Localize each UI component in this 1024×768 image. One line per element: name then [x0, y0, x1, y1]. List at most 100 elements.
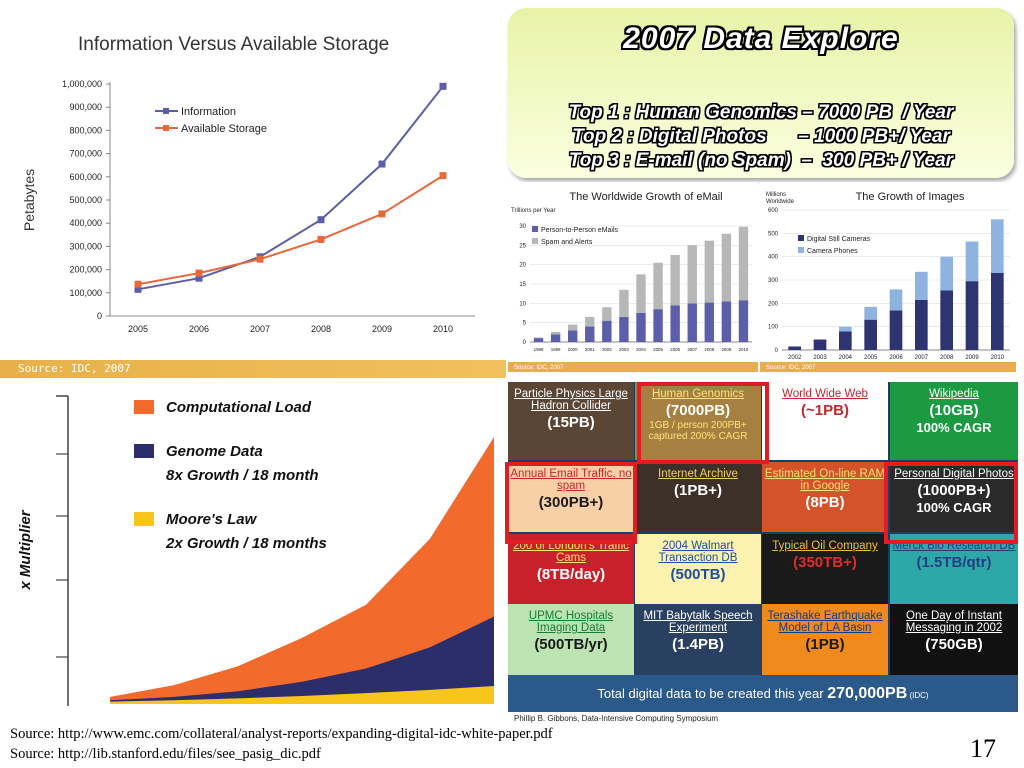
bar-segment: [670, 255, 680, 306]
y-tick-label: 600: [768, 208, 779, 214]
area-moore-s-law: [110, 686, 494, 704]
bar-segment: [864, 306, 877, 320]
tile-label: Human Genomics: [651, 388, 745, 400]
legend-swatch: [134, 512, 154, 526]
data-point: [439, 82, 447, 90]
legend-swatch: [134, 400, 154, 414]
idc-source-label: Source: IDC, 2007: [18, 362, 131, 375]
data-point: [256, 255, 264, 263]
bar-segment: [788, 346, 801, 350]
attribution: Phillip B. Gibbons, Data-Intensive Compu…: [514, 714, 719, 723]
x-tick-label: 2004: [839, 355, 853, 361]
total-digital-data-bar: Total digital data to be created this ye…: [508, 675, 1018, 712]
tile-typical-oil-company: Typical Oil Company (350TB+): [762, 534, 888, 604]
data-explore-panel: 2007 Data Explore Top 1 : Human Genomics…: [508, 8, 1014, 178]
series-line-information: [137, 85, 444, 291]
highlight-personal-photos: [884, 462, 1018, 544]
y-tick-label: 400: [768, 255, 779, 261]
y-axis-label: Millions: [766, 192, 786, 198]
bar-segment: [991, 219, 1004, 273]
bar-segment: [619, 289, 629, 317]
y-axis-label: Trillions per Year: [511, 208, 555, 214]
x-tick-label: 2003: [813, 355, 827, 361]
tile-merck-bio-research-db: Merck Bio Research DB (1.5TB/qtr): [890, 534, 1018, 604]
y-tick-label: 0: [523, 340, 527, 346]
x-tick-label: 2008: [940, 355, 954, 361]
explore-line-3: Top 3 : E-mail (no Spam) – 300 PB+ / Yea…: [568, 150, 954, 171]
tile-value: (15PB): [547, 414, 595, 431]
chart-title: The Worldwide Growth of eMail: [569, 191, 722, 203]
tile-value: (~1PB): [801, 402, 849, 419]
info-vs-storage-chart: Information Versus Available Storage Pet…: [21, 34, 475, 334]
legend-swatch: [798, 247, 804, 253]
tile-value: (8PB): [805, 494, 845, 511]
tile-label: Estimated On-line RAM in Google: [764, 468, 886, 492]
y-tick-label: 100,000: [69, 288, 102, 298]
tile-value: (750GB): [925, 636, 983, 653]
data-point: [317, 235, 325, 243]
tile-label: Wikipedia: [929, 388, 979, 400]
bar-segment: [602, 307, 612, 321]
total-prefix: Total digital data to be created this ye…: [597, 686, 828, 701]
source-line-2: Source: http://lib.stanford.edu/files/se…: [10, 746, 321, 762]
legend-sublabel: 2x Growth / 18 months: [165, 535, 327, 552]
x-tick-label: 2008: [311, 324, 331, 334]
y-axis-label: Petabytes: [21, 169, 37, 231]
legend-label: Camera Phones: [807, 248, 858, 255]
data-point: [195, 269, 203, 277]
tile-value: (500TB): [670, 566, 726, 583]
tile-value: (1PB+): [674, 482, 722, 499]
data-point: [378, 160, 386, 168]
bar-segment: [619, 316, 629, 342]
data-point: [439, 172, 447, 180]
legend-swatch: [134, 444, 154, 458]
x-tick-label: 2009: [372, 324, 392, 334]
bar-segment: [738, 226, 749, 301]
tile-value: (10GB): [929, 402, 979, 419]
chart-background: [508, 182, 758, 372]
tile-2004-walmart-transaction-db: 2004 Walmart Transaction DB (500TB): [635, 534, 761, 604]
y-tick-label: 200,000: [69, 265, 102, 275]
explore-line-1: Top 1 : Human Genomics – 7000 PB / Year: [568, 102, 954, 123]
bar-segment: [965, 241, 979, 282]
bar-segment: [533, 337, 544, 339]
bar-segment: [567, 324, 578, 331]
tile-200-of-london-s-traffic-cams: 200 of London's Traffic Cams (8TB/day): [508, 534, 634, 604]
y-tick-label: 800,000: [69, 125, 102, 135]
x-tick-label: 2007: [250, 324, 270, 334]
source-label: Source: IDC, 2007: [514, 365, 564, 371]
x-tick-label: 2005: [653, 347, 663, 352]
bar-segment: [687, 245, 697, 304]
data-point: [378, 210, 386, 218]
tile-particle-physics-large-hadron-collider: Particle Physics Large Hadron Collider (1…: [508, 382, 634, 460]
legend-sublabel: 8x Growth / 18 month: [166, 467, 319, 484]
bar-segment: [550, 331, 561, 335]
explore-line-2: Top 2 : Digital Photos – 1000 PB+/ Year: [572, 126, 950, 147]
bar-segment: [687, 303, 697, 342]
y-tick-label: 300: [768, 278, 779, 284]
tile-label: Terashake Earthquake Model of LA Basin: [767, 610, 883, 634]
legend-label: Digital Still Cameras: [807, 236, 871, 243]
legend-marker: [163, 125, 169, 131]
tile-label: World Wide Web: [782, 388, 868, 400]
bar-segment: [704, 302, 715, 342]
highlight-annual-email: [505, 462, 637, 544]
x-tick-label: 2007: [915, 355, 929, 361]
bar-segment: [636, 313, 646, 342]
x-tick-label: 2006: [189, 324, 209, 334]
bar-segment: [636, 274, 646, 313]
bar-segment: [653, 309, 663, 342]
tile-personal-digital-photos: Personal Digital Photos (1000PB+) 100% CAG…: [890, 462, 1018, 532]
y-tick-label: 500,000: [69, 195, 102, 205]
bar-segment: [721, 233, 732, 302]
x-tick-label: 1999: [551, 347, 561, 352]
tile-value: (300PB+): [538, 494, 604, 511]
tile-label: Typical Oil Company: [772, 540, 878, 552]
y-tick-label: 500: [768, 231, 779, 237]
data-point: [134, 280, 142, 288]
y-tick-label: 20: [519, 263, 526, 269]
y-tick-label: 1,000,000: [62, 79, 102, 89]
email-growth-chart: The Worldwide Growth of eMail Trillions p…: [508, 182, 758, 372]
tile-value: (1.5TB/qtr): [916, 554, 992, 571]
y-tick-label: 700,000: [69, 149, 102, 159]
